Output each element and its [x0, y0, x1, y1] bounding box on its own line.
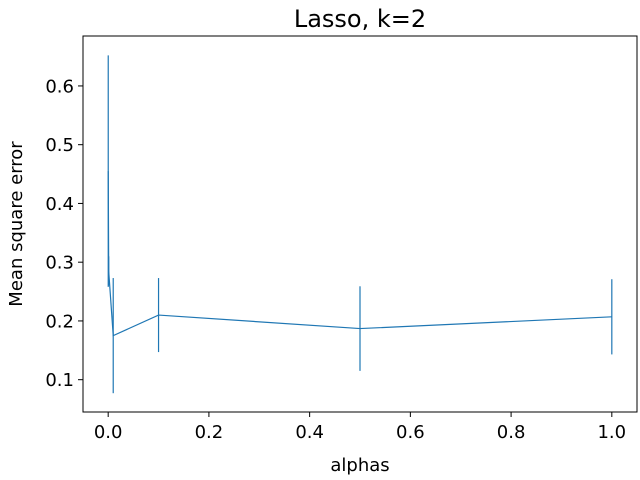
y-tick-label: 0.5: [45, 135, 74, 156]
x-tick-label: 0.2: [195, 422, 224, 443]
y-tick-label: 0.6: [45, 76, 74, 97]
y-tick-label: 0.3: [45, 253, 74, 274]
x-tick-label: 0.0: [94, 422, 123, 443]
y-axis-title: Mean square error: [6, 141, 27, 307]
axes-frame: [82, 35, 638, 413]
x-axis: 0.0 0.2 0.4 0.6 0.8 1.0: [94, 412, 626, 443]
y-axis: 0.1 0.2 0.3 0.4 0.5 0.6: [45, 76, 83, 391]
x-axis-title: alphas: [330, 455, 389, 476]
x-tick-label: 0.6: [396, 422, 425, 443]
y-tick-label: 0.4: [45, 194, 74, 215]
y-tick-label: 0.2: [45, 311, 74, 332]
chart-title: Lasso, k=2: [294, 5, 426, 33]
plot-area: [107, 55, 613, 394]
x-tick-label: 1.0: [597, 422, 626, 443]
x-tick-label: 0.4: [295, 422, 324, 443]
x-tick-label: 0.8: [497, 422, 526, 443]
y-tick-label: 0.1: [45, 370, 74, 391]
